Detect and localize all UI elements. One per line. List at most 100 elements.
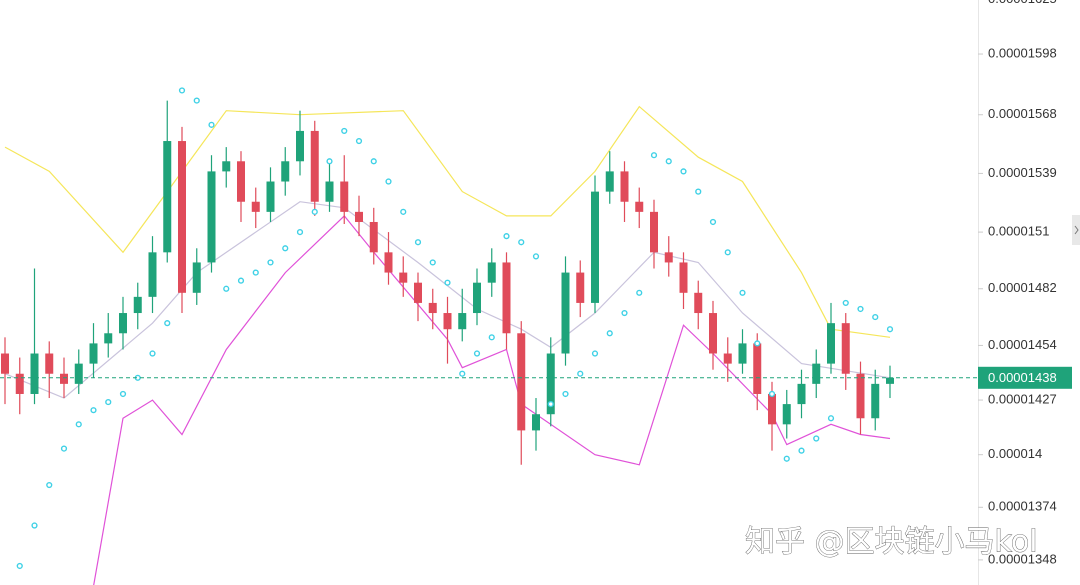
candle-body xyxy=(723,353,732,364)
candle-body xyxy=(266,181,275,212)
sar-dot xyxy=(798,447,805,454)
candle-body xyxy=(709,313,717,354)
sar-dot xyxy=(178,87,186,94)
candle-body xyxy=(207,171,216,263)
sar-dot xyxy=(208,121,215,128)
sar-dot xyxy=(695,188,702,195)
candle-body xyxy=(74,363,83,384)
candle-body xyxy=(605,171,614,192)
indicator-line xyxy=(4,105,891,338)
candle-body xyxy=(355,211,363,222)
sar-dot xyxy=(473,350,481,357)
sar-dot xyxy=(414,239,422,246)
sar-dot xyxy=(223,285,230,292)
candle-body xyxy=(251,201,260,212)
candle-body xyxy=(841,323,850,374)
y-tick-label: 0.00001568 xyxy=(988,106,1057,121)
y-tick-label: 0.00001598 xyxy=(988,45,1057,60)
candle-body xyxy=(369,221,378,253)
candle-body xyxy=(399,272,408,283)
side-tab-arrow xyxy=(1074,225,1079,235)
y-tick-label: 0.00001348 xyxy=(988,551,1057,566)
sar-dot xyxy=(355,137,363,145)
sar-dot xyxy=(282,245,289,252)
candle-body xyxy=(89,343,98,364)
candle-body xyxy=(237,161,245,202)
sar-dot xyxy=(400,208,407,215)
candle-body xyxy=(163,141,172,253)
sar-dot xyxy=(311,208,318,215)
sar-dot xyxy=(31,522,38,529)
candle-body xyxy=(694,292,703,314)
candle-body xyxy=(178,141,186,293)
sar-dot xyxy=(650,152,658,159)
sar-dot xyxy=(665,158,672,165)
sar-dot xyxy=(621,309,628,317)
candle-body xyxy=(458,313,467,330)
sar-dot xyxy=(75,421,82,428)
candle-body xyxy=(30,353,39,394)
sar-dot xyxy=(636,289,643,296)
candle-body xyxy=(797,383,806,405)
y-tick-label: 0.00001454 xyxy=(988,337,1057,352)
side-tab[interactable] xyxy=(1072,215,1080,245)
sar-dot xyxy=(768,390,776,398)
sar-dot xyxy=(724,249,731,256)
sar-dot xyxy=(296,228,304,236)
candle-body xyxy=(296,130,304,162)
candle-body xyxy=(664,252,673,263)
y-tick-label: 0.0000151 xyxy=(988,224,1049,239)
candle-body xyxy=(871,383,880,419)
sar-dot xyxy=(164,320,171,327)
candle-body xyxy=(738,343,747,364)
candle-body xyxy=(473,282,481,314)
sar-dot xyxy=(193,97,200,104)
sar-dot xyxy=(842,299,849,307)
sar-dot xyxy=(60,445,68,452)
candle-body xyxy=(45,353,54,374)
sar-dot xyxy=(149,350,156,357)
candle-body xyxy=(1,353,9,374)
candle-body xyxy=(60,373,68,384)
candle-body xyxy=(517,333,526,431)
sar-dot xyxy=(370,158,377,165)
candle-body xyxy=(856,373,865,419)
candle-body xyxy=(325,181,334,202)
candle-body xyxy=(620,171,629,202)
sar-dot xyxy=(326,158,333,165)
sar-dot xyxy=(503,233,510,240)
sar-dot xyxy=(385,178,392,185)
sar-dot xyxy=(429,259,436,266)
candle-body xyxy=(192,262,201,293)
candle-body xyxy=(281,161,290,182)
candle-body xyxy=(532,414,540,431)
sar-dot xyxy=(459,370,466,377)
sar-dot xyxy=(237,277,245,284)
candle-body xyxy=(133,296,142,314)
y-tick-label: 0.00001427 xyxy=(988,391,1057,406)
candle-body xyxy=(428,302,437,314)
candle-body xyxy=(782,404,791,425)
sar-dot xyxy=(488,334,495,341)
sar-dot xyxy=(252,269,259,276)
sar-dot xyxy=(518,239,525,246)
candle-body xyxy=(768,393,776,425)
sar-dot xyxy=(105,398,112,406)
candle-body xyxy=(753,343,762,394)
candle-body xyxy=(679,262,688,293)
indicator-line xyxy=(4,201,891,399)
plot xyxy=(1,87,894,585)
sar-dot xyxy=(827,415,835,422)
candle-body xyxy=(827,323,835,364)
candle-body xyxy=(443,313,452,330)
candle-body xyxy=(310,130,319,202)
candle-body xyxy=(340,181,349,212)
sar-dot xyxy=(562,390,569,398)
sar-dot xyxy=(680,168,687,175)
candle-body xyxy=(119,313,127,334)
sar-dot xyxy=(90,407,97,414)
sar-dot xyxy=(709,218,717,226)
sar-dot xyxy=(739,289,746,296)
